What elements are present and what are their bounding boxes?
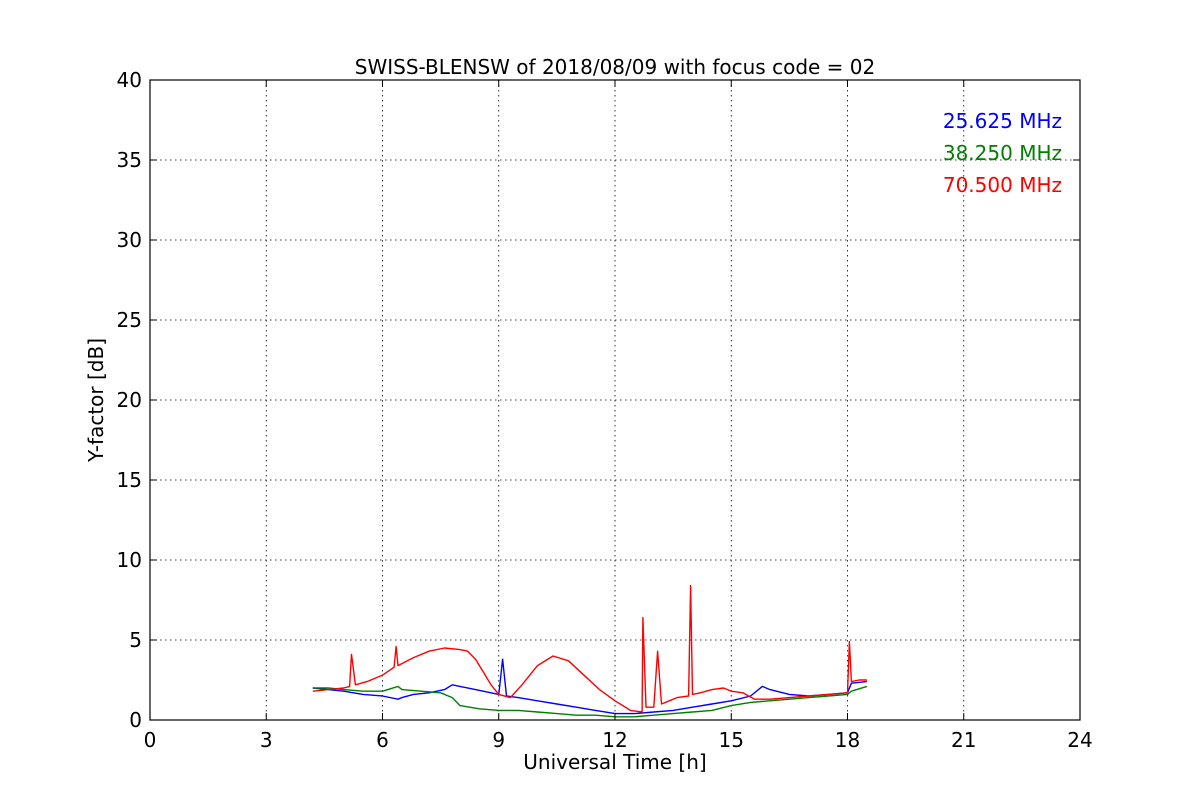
grid <box>150 80 1080 720</box>
y-axis-ticks: 0 5 10 15 20 25 30 35 40 <box>117 68 1080 732</box>
x-tick-label: 21 <box>951 728 976 752</box>
chart-title: SWISS-BLENSW of 2018/08/09 with focus co… <box>355 55 876 79</box>
x-tick-label: 6 <box>376 728 389 752</box>
x-axis-label: Universal Time [h] <box>523 750 706 774</box>
y-tick-label: 0 <box>129 708 142 732</box>
legend-entry: 38.250 MHz <box>943 141 1062 165</box>
y-tick-label: 20 <box>117 388 142 412</box>
y-tick-label: 10 <box>117 548 142 572</box>
y-tick-label: 40 <box>117 68 142 92</box>
y-tick-label: 30 <box>117 228 142 252</box>
x-tick-label: 18 <box>835 728 860 752</box>
x-axis-ticks: 0 3 6 9 12 15 18 21 24 <box>144 80 1093 752</box>
y-tick-label: 5 <box>129 628 142 652</box>
x-tick-label: 3 <box>260 728 273 752</box>
series-line-25-625-mhz <box>312 658 867 715</box>
x-tick-label: 9 <box>492 728 505 752</box>
x-tick-label: 24 <box>1067 728 1092 752</box>
x-tick-label: 0 <box>144 728 157 752</box>
y-tick-label: 25 <box>117 308 142 332</box>
x-tick-label: 12 <box>602 728 627 752</box>
plot-area <box>312 584 868 718</box>
legend-entry: 70.500 MHz <box>943 173 1062 197</box>
y-tick-label: 15 <box>117 468 142 492</box>
series-line-38-250-mhz <box>312 685 868 718</box>
legend: 25.625 MHz 38.250 MHz 70.500 MHz <box>943 109 1062 197</box>
legend-entry: 25.625 MHz <box>943 109 1062 133</box>
series-line-70-500-mhz <box>312 584 867 713</box>
x-tick-label: 15 <box>719 728 744 752</box>
y-axis-label: Y-factor [dB] <box>84 338 108 463</box>
y-tick-label: 35 <box>117 148 142 172</box>
